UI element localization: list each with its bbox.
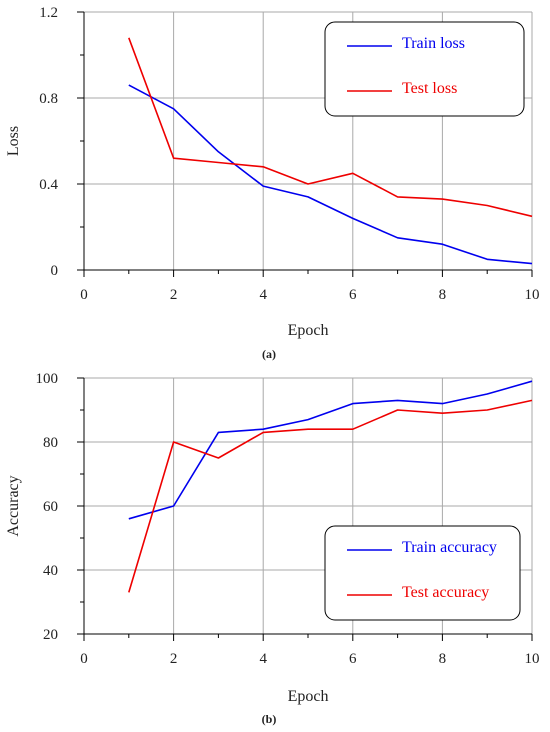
y-tick-label: 100 bbox=[36, 371, 59, 387]
test-accuracy-legend-label: Test accuracy bbox=[402, 584, 489, 601]
panel-label: (a) bbox=[262, 347, 276, 361]
train-loss-legend-label: Train loss bbox=[402, 35, 465, 52]
y-axis-label: Loss bbox=[5, 126, 22, 156]
x-tick-label: 0 bbox=[80, 287, 88, 303]
x-tick-label: 6 bbox=[349, 287, 357, 303]
x-axis-label: Epoch bbox=[288, 322, 329, 339]
y-tick-label: 80 bbox=[43, 435, 58, 451]
x-tick-label: 4 bbox=[259, 651, 267, 667]
x-tick-label: 4 bbox=[259, 287, 267, 303]
x-tick-label: 10 bbox=[525, 287, 540, 303]
x-tick-label: 2 bbox=[170, 651, 178, 667]
y-tick-label: 40 bbox=[43, 563, 58, 579]
y-tick-label: 0.4 bbox=[39, 177, 58, 193]
legend: Train loss Test loss bbox=[324, 21, 525, 117]
test-accuracy-line bbox=[128, 399, 533, 593]
test-loss-line bbox=[128, 37, 533, 218]
x-tick-label: 2 bbox=[170, 287, 178, 303]
y-tick-label: 20 bbox=[43, 627, 58, 643]
legend: Train accuracy Test accuracy bbox=[324, 525, 521, 621]
x-axis-label: Epoch bbox=[288, 688, 329, 705]
loss-chart: Epoch Loss (a) 0 2 4 6 8 10 0 0.4 0.8 1.2 Train lo… bbox=[5, 5, 540, 361]
y-axis-label: Accuracy bbox=[5, 475, 22, 536]
panel-label: (b) bbox=[262, 712, 277, 726]
x-tick-label: 10 bbox=[525, 651, 540, 667]
y-tick-label: 60 bbox=[43, 499, 58, 515]
x-tick-label: 6 bbox=[349, 651, 357, 667]
y-tick-label: 0 bbox=[51, 263, 59, 279]
train-loss-line bbox=[128, 84, 533, 265]
train-accuracy-legend-label: Train accuracy bbox=[402, 539, 497, 556]
x-tick-label: 8 bbox=[439, 651, 447, 667]
accuracy-chart: Epoch Accuracy (b) 0 2 4 6 8 10 20 40 60 80 100 Tra… bbox=[5, 371, 540, 726]
y-tick-label: 1.2 bbox=[39, 5, 58, 21]
test-loss-legend-label: Test loss bbox=[402, 80, 457, 97]
train-accuracy-line bbox=[128, 380, 533, 520]
x-tick-label: 8 bbox=[439, 287, 447, 303]
y-tick-label: 0.8 bbox=[39, 91, 58, 107]
x-tick-label: 0 bbox=[80, 651, 88, 667]
